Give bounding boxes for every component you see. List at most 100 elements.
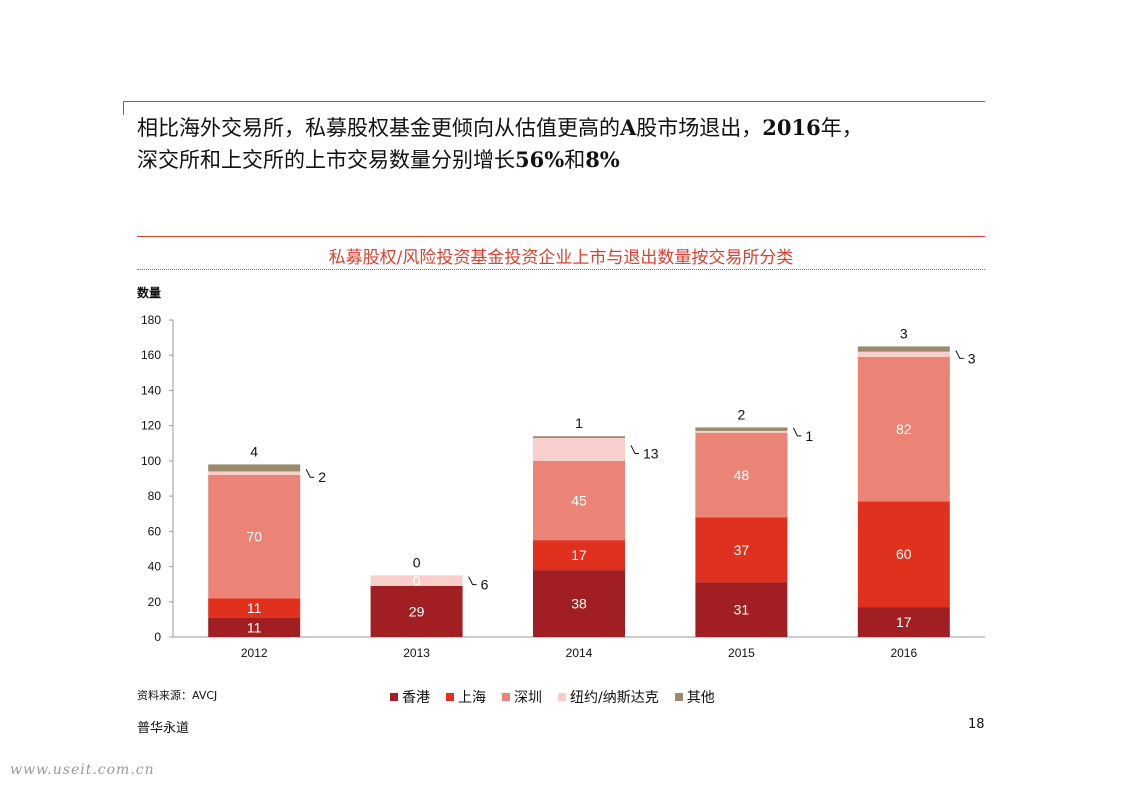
bar-segment-2014-3 <box>533 437 625 461</box>
y-axis-label: 数量 <box>137 286 162 300</box>
data-label-2013-0: 29 <box>409 603 425 619</box>
bar-segment-2016-3 <box>857 351 950 357</box>
bar-segment-2016-0 <box>857 607 950 637</box>
bar-segment-2016-2 <box>857 356 950 502</box>
chart-top-rule <box>137 236 985 237</box>
data-label-2016-2: 82 <box>896 421 912 437</box>
legend-item: 上海 <box>446 687 486 707</box>
y-tick-label: 80 <box>148 489 162 503</box>
bar-segment-2013-3 <box>370 575 463 586</box>
y-tick-label: 20 <box>148 595 162 609</box>
legend-swatch <box>502 693 510 701</box>
headline-bold: 56% <box>515 147 565 172</box>
data-label-2014-1: 17 <box>571 547 587 563</box>
headline-text: 股市场退出， <box>636 116 763 140</box>
bar-segment-2012-4 <box>208 464 301 472</box>
data-label-2013-4: 0 <box>413 554 421 570</box>
bar-segment-2014-2 <box>533 460 625 541</box>
headline-line-2: 深交所和上交所的上市交易数量分别增长56%和8% <box>137 144 987 176</box>
legend-label: 其他 <box>686 690 715 706</box>
data-label-2012-1: 11 <box>247 600 262 616</box>
footer-company: 普华永道 <box>137 721 190 736</box>
chart-title-divider <box>137 269 985 270</box>
callout-line-2014 <box>630 445 639 454</box>
callout-line-2016 <box>955 350 964 359</box>
legend-label: 深圳 <box>514 690 542 706</box>
headline-bold: A <box>620 115 637 140</box>
y-tick-label: 100 <box>141 454 161 468</box>
x-tick-label: 2015 <box>728 646 755 660</box>
bar-segment-2014-1 <box>533 540 625 571</box>
bar-segment-2015-2 <box>695 432 788 518</box>
headline: 相比海外交易所，私募股权基金更倾向从估值更高的A股市场退出，2016年， 深交所… <box>137 112 987 176</box>
headline-text: 深交所和上交所的上市交易数量分别增长 <box>137 148 515 172</box>
bar-segment-2015-3 <box>695 430 788 433</box>
legend-item: 香港 <box>390 687 430 707</box>
data-label-2012-0: 11 <box>247 619 262 635</box>
page-number: 18 <box>968 717 985 732</box>
headline-line-1: 相比海外交易所，私募股权基金更倾向从估值更高的A股市场退出，2016年， <box>137 112 987 144</box>
data-label-2013-3: 6 <box>481 577 489 593</box>
bar-segment-2015-0 <box>695 582 788 637</box>
callout-line-2015 <box>792 427 802 437</box>
legend-item: 其他 <box>674 687 715 707</box>
y-tick-label: 40 <box>148 560 162 574</box>
chart-title: 私募股权/风险投资基金投资企业上市与退出数量按交易所分类 <box>328 248 794 268</box>
legend-label: 香港 <box>402 690 430 706</box>
bar-segment-2012-2 <box>208 474 301 599</box>
x-tick-label: 2012 <box>241 646 268 660</box>
headline-text: 年， <box>820 116 863 140</box>
y-tick-label: 180 <box>141 313 161 327</box>
x-tick-label: 2016 <box>890 646 917 660</box>
bar-segment-2013-0 <box>370 585 463 637</box>
data-label-2015-0: 31 <box>734 602 750 618</box>
legend-swatch <box>674 693 683 701</box>
legend-label: 上海 <box>458 690 486 706</box>
headline-text: 和 <box>564 148 586 172</box>
bar-segment-2014-0 <box>533 570 625 637</box>
data-label-2014-4: 1 <box>575 415 583 431</box>
chart-legend: 香港 上海 深圳 纽约/纳斯达克 其他 <box>390 687 715 707</box>
data-label-2012-4: 4 <box>250 443 258 459</box>
data-label-2012-2: 70 <box>246 529 262 545</box>
data-label-2015-1: 37 <box>734 542 750 558</box>
legend-swatch <box>558 693 566 701</box>
legend-swatch <box>390 693 398 701</box>
data-label-2015-4: 2 <box>738 406 746 422</box>
data-label-2016-1: 60 <box>896 546 912 562</box>
legend-swatch <box>446 693 454 701</box>
data-label-2014-0: 38 <box>571 596 587 612</box>
data-label-2016-4: 3 <box>900 325 908 341</box>
data-label-2012-3: 2 <box>318 469 326 485</box>
data-label-2016-0: 17 <box>896 614 912 630</box>
data-label-2014-2: 45 <box>571 493 587 509</box>
data-label-2014-3: 13 <box>643 445 659 461</box>
y-tick-label: 60 <box>148 524 162 538</box>
bar-segment-2012-3 <box>208 471 301 475</box>
headline-text: 相比海外交易所，私募股权基金更倾向从估值更高的 <box>137 116 620 140</box>
y-tick-label: 120 <box>141 419 161 433</box>
data-label-2015-2: 48 <box>734 467 750 483</box>
legend-item: 深圳 <box>502 687 542 707</box>
data-label-2015-3: 1 <box>805 428 813 444</box>
x-tick-label: 2014 <box>566 646 593 660</box>
source-note: 资料来源：AVCJ <box>137 689 218 702</box>
bar-segment-2015-4 <box>695 427 788 431</box>
bar-segment-2014-4 <box>533 436 625 438</box>
bar-segment-2012-0 <box>208 617 301 637</box>
legend-label: 纽约/纳斯达克 <box>570 690 659 706</box>
bar-segment-2016-1 <box>857 501 950 608</box>
data-label-2013-2: 0 <box>413 573 421 589</box>
headline-bracket-side <box>123 101 124 115</box>
bar-segment-2016-4 <box>857 346 950 352</box>
callout-line-2013 <box>468 576 477 586</box>
headline-bracket-top <box>123 101 985 102</box>
watermark: www.useit.com.cn <box>10 762 155 778</box>
y-tick-label: 0 <box>154 630 161 644</box>
data-label-2016-3: 3 <box>968 350 976 366</box>
headline-bold: 2016 <box>762 115 821 140</box>
headline-bold: 8% <box>585 147 620 172</box>
callout-line-2012 <box>305 468 315 478</box>
bar-segment-2012-1 <box>208 598 301 618</box>
